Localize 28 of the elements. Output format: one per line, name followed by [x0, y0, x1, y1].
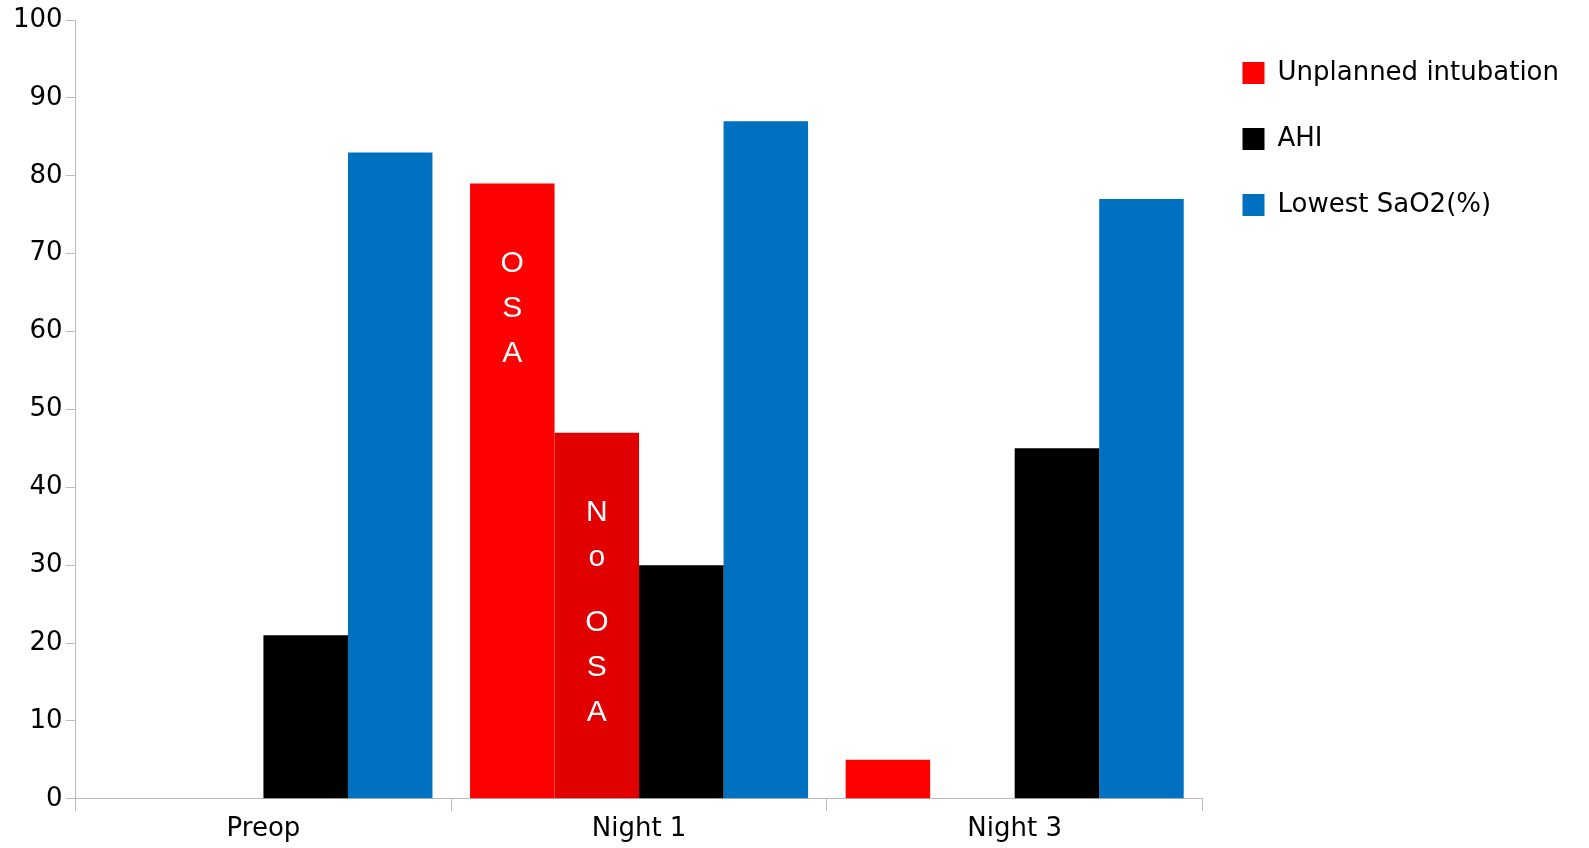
y-tick-label: 90: [29, 80, 63, 111]
x-tick-label: Night 1: [591, 812, 687, 843]
y-tick-label: 80: [29, 158, 63, 189]
y-tick-label: 20: [29, 625, 63, 656]
y-tick-label: 40: [29, 470, 63, 501]
y-tick-label: 70: [29, 236, 63, 267]
legend-label: Lowest SaO2(%): [1277, 187, 1492, 218]
bar: [1099, 199, 1184, 799]
bar: [263, 635, 348, 799]
legend-label: Unplanned intubation: [1277, 55, 1560, 86]
bar: [845, 759, 931, 799]
bar: [639, 565, 724, 799]
bar: [723, 121, 809, 799]
bar: [1014, 448, 1100, 799]
y-tick-label: 0: [46, 781, 63, 812]
y-tick-label: 60: [29, 314, 63, 345]
x-tick-label: Night 3: [967, 812, 1063, 843]
legend-label: AHI: [1277, 121, 1323, 152]
bar: [347, 152, 433, 799]
x-tick-label: Preop: [226, 812, 301, 843]
y-tick-label: 50: [29, 392, 63, 423]
y-tick-label: 100: [12, 2, 63, 33]
annotation: OSA: [500, 244, 524, 368]
bar: [554, 432, 640, 799]
y-tick-label: 10: [29, 703, 63, 734]
y-tick-label: 30: [29, 547, 63, 578]
annotation: No OSA: [585, 494, 609, 728]
bar: [470, 183, 555, 799]
